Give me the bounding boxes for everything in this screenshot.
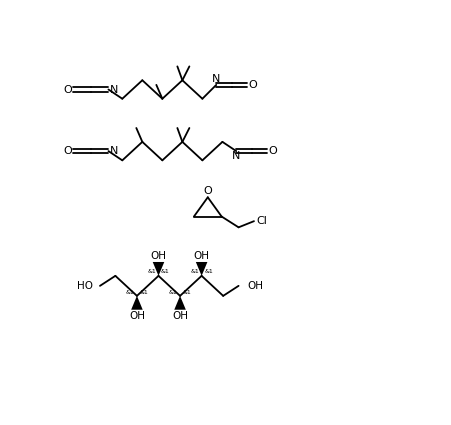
Text: &1: &1 bbox=[147, 269, 156, 275]
Polygon shape bbox=[152, 262, 164, 276]
Text: O: O bbox=[203, 186, 212, 196]
Text: OH: OH bbox=[193, 251, 209, 261]
Text: O: O bbox=[248, 80, 256, 90]
Text: OH: OH bbox=[247, 281, 262, 291]
Text: O: O bbox=[63, 146, 72, 156]
Text: O: O bbox=[63, 85, 72, 94]
Text: N: N bbox=[110, 146, 118, 156]
Text: &1: &1 bbox=[168, 289, 177, 295]
Text: O: O bbox=[267, 146, 276, 156]
Polygon shape bbox=[131, 296, 143, 310]
Text: N: N bbox=[231, 151, 240, 162]
Text: &1: &1 bbox=[161, 269, 170, 275]
Text: Cl: Cl bbox=[256, 216, 267, 226]
Polygon shape bbox=[174, 296, 185, 310]
Text: HO: HO bbox=[77, 281, 93, 291]
Text: OH: OH bbox=[150, 251, 166, 261]
Text: N: N bbox=[212, 74, 220, 85]
Text: OH: OH bbox=[172, 311, 188, 321]
Text: OH: OH bbox=[129, 311, 145, 321]
Text: &1: &1 bbox=[182, 289, 191, 295]
Polygon shape bbox=[195, 262, 207, 276]
Text: N: N bbox=[110, 85, 118, 94]
Text: &1: &1 bbox=[139, 289, 148, 295]
Text: &1: &1 bbox=[125, 289, 134, 295]
Text: &1: &1 bbox=[204, 269, 212, 275]
Text: &1: &1 bbox=[190, 269, 198, 275]
